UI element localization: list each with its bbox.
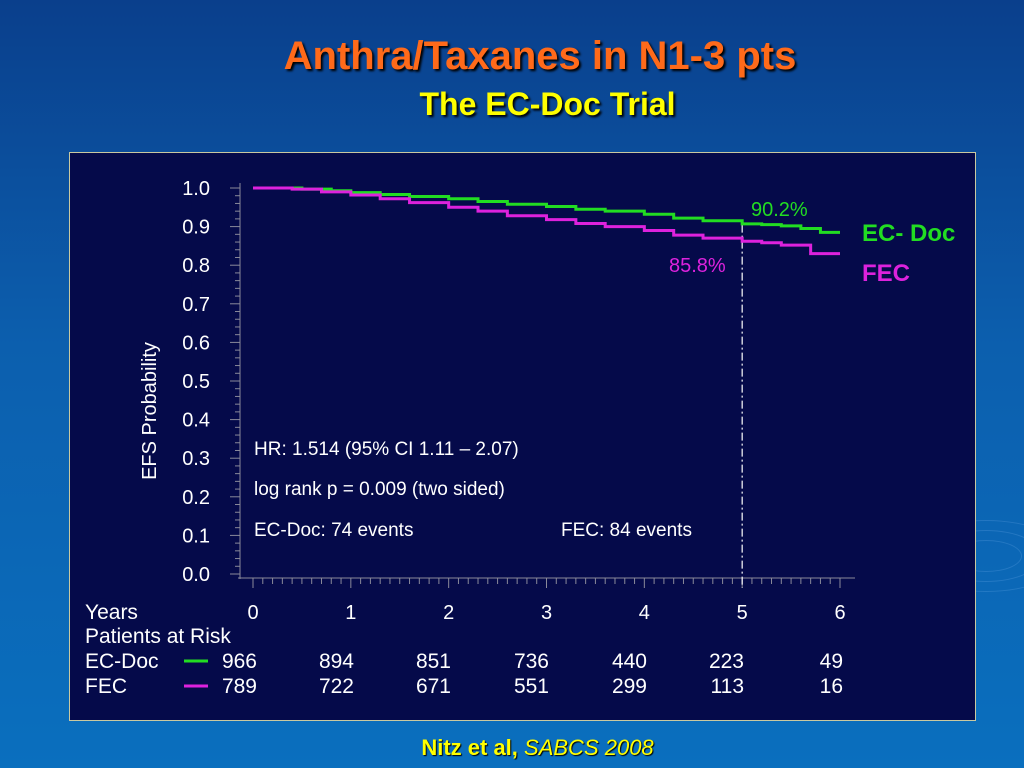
y-tick-label: 1.0 bbox=[182, 178, 210, 200]
risk-table-cell: 722 bbox=[319, 675, 354, 698]
risk-row-label: EC-Doc bbox=[85, 650, 159, 673]
y-tick-label: 0.8 bbox=[182, 255, 210, 277]
y-axis-title: EFS Probability bbox=[139, 342, 161, 480]
risk-table-cell: 49 bbox=[820, 650, 843, 673]
citation: Nitz et al, SABCS 2008 bbox=[0, 735, 1024, 761]
x-tick-label: 6 bbox=[834, 602, 845, 624]
annotation-logrank: log rank p = 0.009 (two sided) bbox=[254, 479, 505, 500]
y-tick-label: 0.3 bbox=[182, 448, 210, 470]
legend-ec-doc: EC- Doc bbox=[862, 220, 955, 247]
efs-chart: 0.0 0.1 0.2 0.3 0.4 0.5 0.6 0.7 0.8 0.9 1.0 0 1 2 3 4 5 6… bbox=[85, 178, 955, 698]
risk-table-cell: 299 bbox=[612, 675, 647, 698]
risk-table-header: Patients at Risk bbox=[85, 625, 231, 648]
x-axis-title: Years bbox=[85, 601, 138, 624]
chart-panel: 0.0 0.1 0.2 0.3 0.4 0.5 0.6 0.7 0.8 0.9 1.0 0 1 2 3 4 5 6… bbox=[69, 152, 976, 721]
risk-table-cell: 16 bbox=[820, 675, 843, 698]
annotation-hr: HR: 1.514 (95% CI 1.11 – 2.07) bbox=[254, 439, 519, 460]
annotation-ec-doc-events: EC-Doc: 74 events bbox=[254, 520, 413, 541]
y-tick-label: 0.4 bbox=[182, 410, 210, 432]
slide-subtitle: The EC-Doc Trial bbox=[419, 86, 676, 122]
y-tick-label: 0.0 bbox=[182, 564, 210, 586]
y-tick-label: 0.9 bbox=[182, 217, 210, 239]
y-tick-label: 0.6 bbox=[182, 332, 210, 354]
risk-table-cell: 851 bbox=[416, 650, 451, 673]
legend-fec: FEC bbox=[862, 260, 910, 287]
citation-source: SABCS 2008 bbox=[524, 735, 654, 760]
risk-table-cell: 671 bbox=[416, 675, 451, 698]
risk-table-cell: 113 bbox=[711, 675, 744, 698]
x-tick-label: 3 bbox=[541, 602, 552, 624]
ec-doc-end-label: 90.2% bbox=[751, 199, 808, 221]
risk-table-cell: 966 bbox=[222, 650, 257, 673]
x-tick-label: 1 bbox=[345, 602, 356, 624]
risk-table-cell: 894 bbox=[319, 650, 354, 673]
x-tick-label: 4 bbox=[639, 602, 650, 624]
x-tick-label: 0 bbox=[247, 602, 258, 624]
y-tick-label: 0.5 bbox=[182, 371, 210, 393]
risk-table-cell: 736 bbox=[514, 650, 549, 673]
x-tick-label: 2 bbox=[443, 602, 454, 624]
fec-end-label: 85.8% bbox=[669, 255, 726, 277]
risk-table-cell: 551 bbox=[514, 675, 549, 698]
annotation-fec-events: FEC: 84 events bbox=[561, 520, 692, 541]
y-tick-label: 0.7 bbox=[182, 294, 210, 316]
risk-table-cell: 440 bbox=[612, 650, 647, 673]
risk-table-cell: 223 bbox=[709, 650, 744, 673]
risk-table-cell: 789 bbox=[222, 675, 257, 698]
y-tick-label: 0.2 bbox=[182, 487, 210, 509]
fec-curve bbox=[253, 186, 840, 256]
y-tick-label: 0.1 bbox=[182, 525, 210, 547]
slide-title: Anthra/Taxanes in N1-3 pts bbox=[283, 34, 797, 78]
risk-row-label: FEC bbox=[85, 675, 127, 698]
x-tick-label: 5 bbox=[737, 602, 748, 624]
citation-author: Nitz et al, bbox=[421, 735, 518, 760]
ec-doc-curve bbox=[253, 186, 840, 234]
